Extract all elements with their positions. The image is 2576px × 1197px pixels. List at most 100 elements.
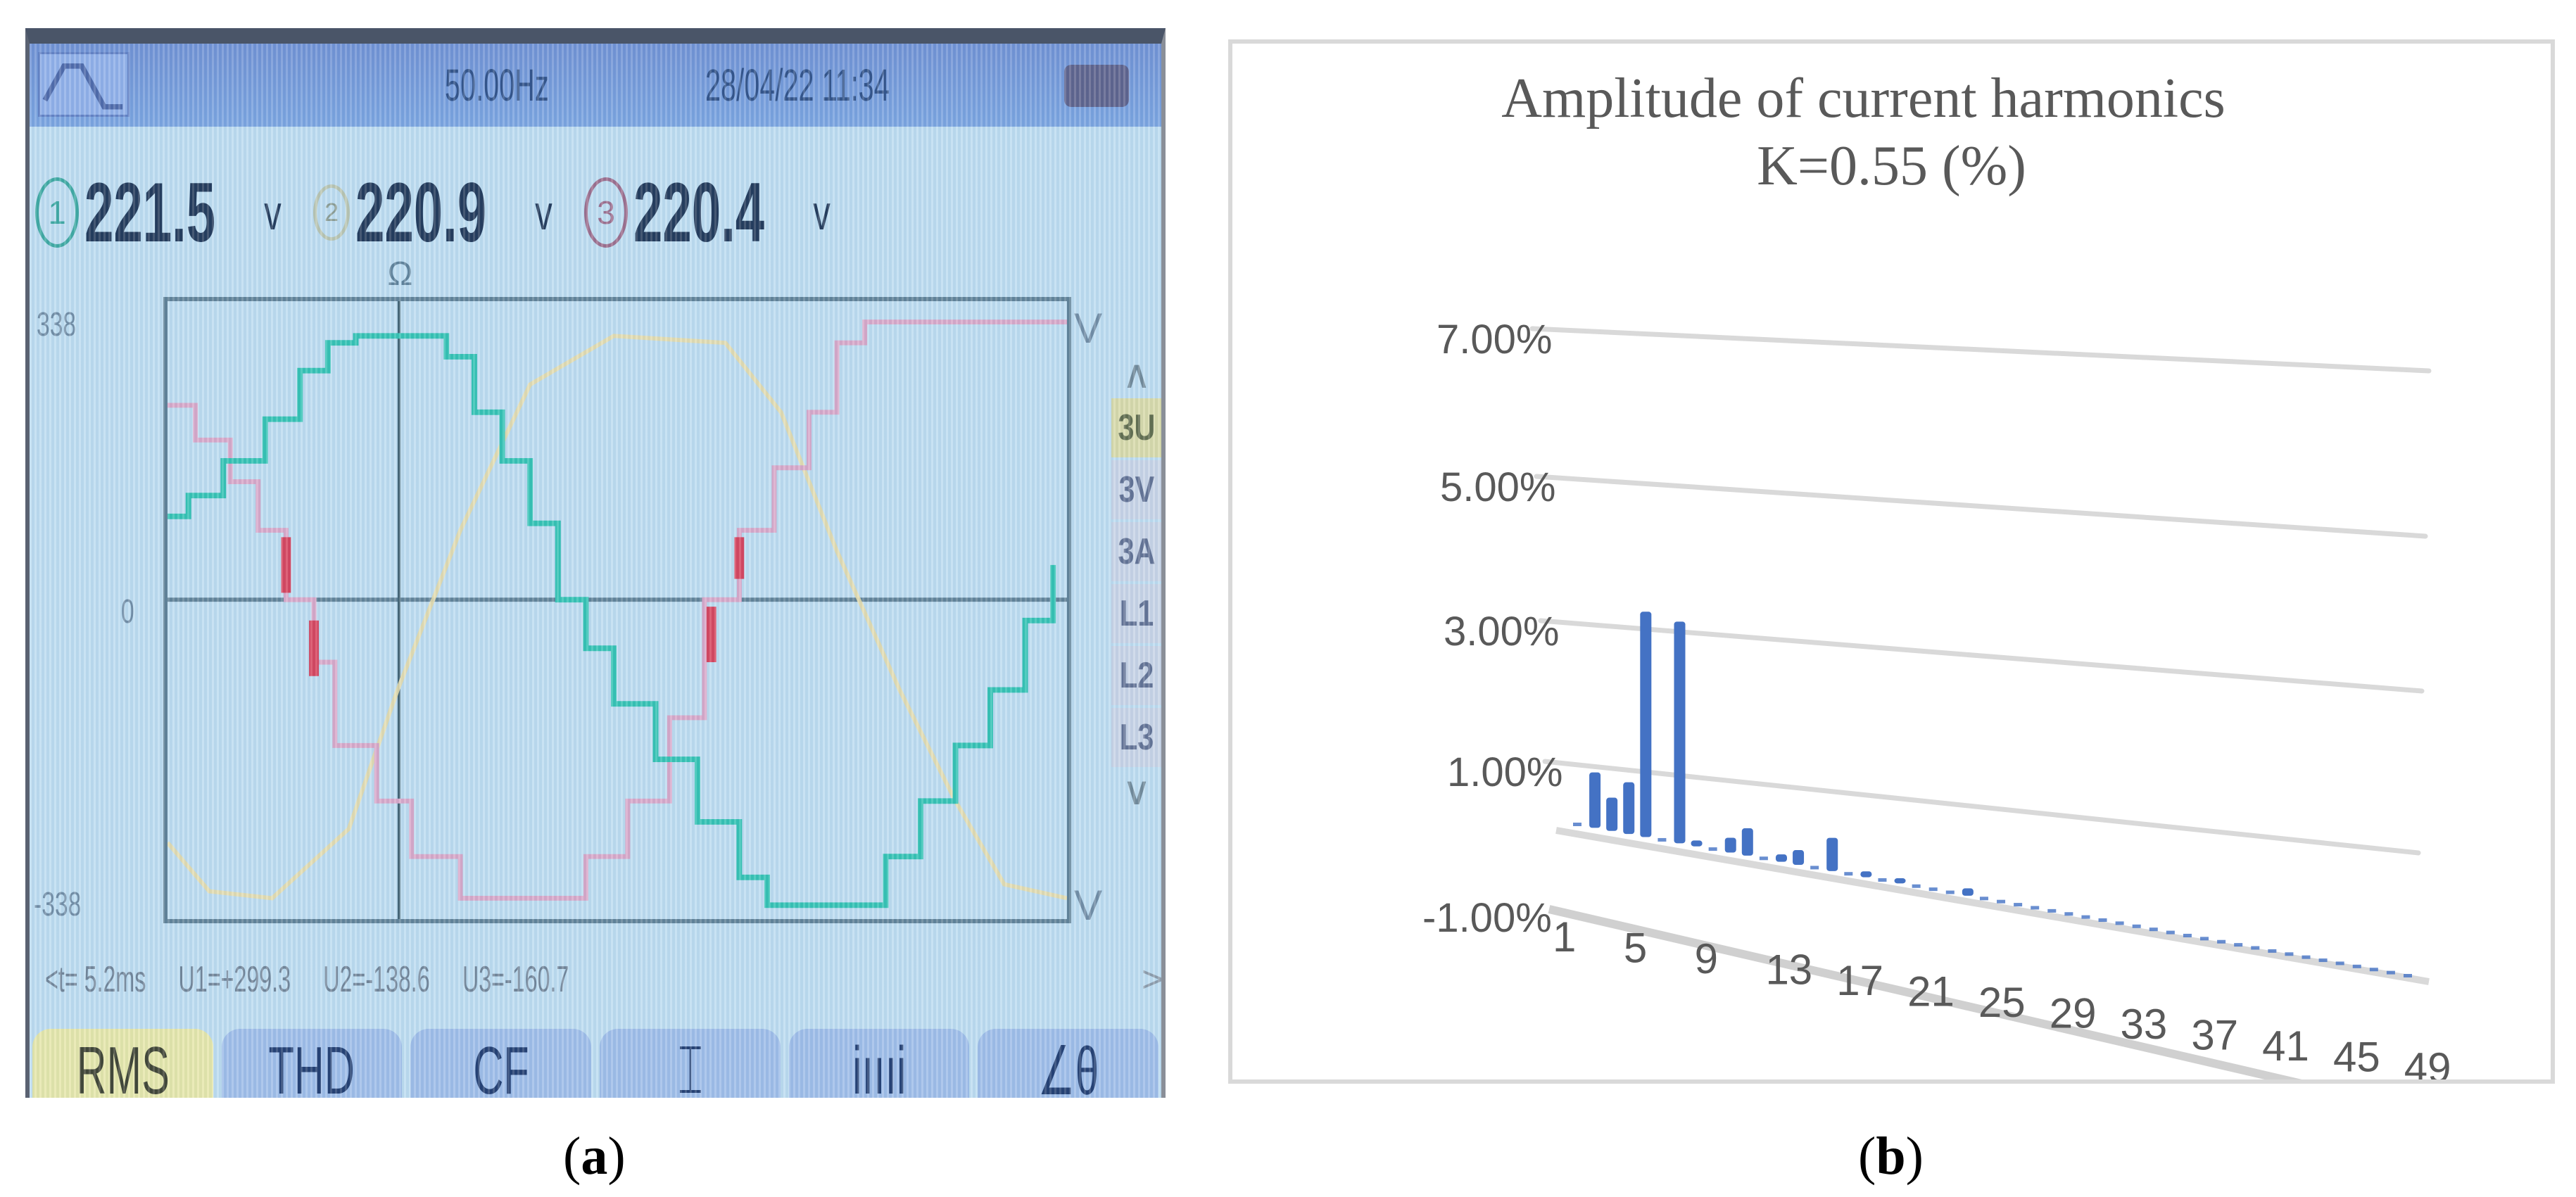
x-tick-label: 41 [2262, 1022, 2309, 1070]
waveform-icon[interactable] [38, 52, 130, 117]
softkey-cf[interactable]: CF [410, 1029, 592, 1098]
harmonic-bar-zero [1997, 899, 2006, 904]
harmonic-bar [1793, 850, 1805, 866]
harmonic-bar [1606, 797, 1618, 831]
x-tick-label: 13 [1765, 946, 1812, 994]
harmonic-bar-zero [1810, 866, 1819, 870]
phase-2-reading: 2 220.9 v [313, 164, 556, 261]
harmonic-bar [1691, 840, 1703, 847]
selector-down-arrow-icon[interactable]: ∨ [1122, 768, 1151, 813]
selector-item-3a[interactable]: 3A [1111, 522, 1161, 581]
harmonic-bar-zero [2115, 921, 2124, 925]
y-tick-label: 1.00% [1447, 749, 1562, 795]
cursor-time: <t= 5.2ms [45, 959, 146, 1000]
chart-title-line1: Amplitude of current harmonics [1501, 68, 2225, 129]
harmonic-bar [1775, 854, 1787, 862]
harmonic-bar-zero [2302, 955, 2311, 959]
gridline [1542, 759, 2421, 856]
harmonic-bar-zero [2014, 903, 2023, 907]
harmonic-bar [1674, 621, 1686, 844]
unit-top-label: V [1074, 305, 1103, 352]
x-tick-label: 25 [1978, 979, 2026, 1026]
selector-item-3u[interactable]: 3U [1111, 398, 1161, 457]
phase-1-badge: 1 [35, 177, 79, 248]
phase-3-voltage: 220.4 [633, 165, 765, 260]
selector-item-l2[interactable]: L2 [1111, 646, 1161, 705]
channel-selector: ∧ 3U 3V 3A L1 L2 L3 ∨ [1105, 352, 1161, 813]
harmonic-bar [1826, 837, 1838, 871]
harmonics-chart: Amplitude of current harmonics K=0.55 (%… [1228, 39, 2555, 1084]
harmonic-bar-zero [2285, 952, 2294, 956]
chart-title-line2: K=0.55 (%) [1757, 135, 2026, 197]
harmonic-bar-zero [2404, 974, 2412, 977]
softkey-rms[interactable]: RMS [32, 1029, 213, 1098]
selector-item-l1[interactable]: L1 [1111, 584, 1161, 643]
phase-3-badge: 3 [584, 177, 628, 248]
power-analyzer-screen: 50.00Hz 28/04/22 11:34 1 221.5 v 2 220.9… [25, 28, 1166, 1098]
scale-icon: ⌶ [677, 1032, 703, 1098]
harmonic-bar-zero [2031, 906, 2040, 910]
caption-a: (a) [563, 1126, 626, 1187]
harmonic-bar-zero [1759, 856, 1768, 861]
y-tick-label: 5.00% [1440, 464, 1555, 510]
harmonic-bar-zero [2234, 943, 2243, 947]
y-max-label: 338 [37, 306, 77, 343]
softkey-rms-label: RMS [76, 1033, 170, 1098]
harmonic-bar-zero [2047, 908, 2057, 913]
phase-2-unit: v [535, 185, 553, 240]
x-tick-label: 1 [1553, 913, 1576, 961]
softkey-thd-label: THD [268, 1033, 355, 1098]
cursor-marker-label: Ω [387, 255, 413, 293]
x-tick-label: 29 [2050, 990, 2097, 1037]
harmonic-bar [1741, 828, 1753, 856]
phase-1-unit: v [264, 185, 282, 240]
harmonic-bar-zero [2318, 958, 2328, 963]
battery-icon [1064, 65, 1129, 107]
harmonic-bar-zero [2386, 970, 2395, 975]
harmonic-bar [1894, 878, 1906, 884]
harmonic-bar-zero [2352, 964, 2361, 968]
gridline [1529, 326, 2432, 374]
x-tick-label: 21 [1907, 968, 1955, 1015]
softkey-cf-label: CF [473, 1033, 529, 1098]
harmonic-bar [1589, 772, 1601, 828]
harmonic-bar-zero [2064, 912, 2073, 916]
softkey-harmonics[interactable]: iıııi [788, 1029, 970, 1098]
x-tick-label: 17 [1836, 957, 1883, 1004]
harmonic-bar-zero [1708, 847, 1717, 851]
softkey-thd[interactable]: THD [221, 1029, 403, 1098]
harmonic-bar-zero [2166, 930, 2175, 935]
cursor-u1: U1=+299.3 [178, 959, 291, 1000]
phase-1-voltage: 221.5 [84, 165, 216, 260]
caption-b: (b) [1858, 1126, 1924, 1187]
phase-angle-icon: ∠θ [1037, 1034, 1099, 1098]
harmonic-bar-zero [2251, 946, 2260, 950]
phase-1-reading: 1 221.5 v [35, 164, 285, 261]
cursor-next-arrow-icon[interactable]: > [1142, 959, 1163, 1000]
x-tick-label: 5 [1624, 925, 1647, 972]
frequency-value: 50.00Hz [445, 60, 549, 110]
cursor-u2: U2=-138.6 [323, 959, 430, 1000]
y-min-label: -338 [34, 886, 82, 923]
caption-a-open: ( [563, 1127, 581, 1186]
harmonic-bar-zero [1928, 887, 1938, 892]
cursor-u3: U3=-160.7 [462, 959, 569, 1000]
phase-3-unit: v [813, 185, 831, 240]
selector-item-l3[interactable]: L3 [1111, 708, 1161, 767]
selector-item-3v[interactable]: 3V [1111, 460, 1161, 519]
caption-b-open: ( [1858, 1127, 1876, 1186]
softkey-scale[interactable]: ⌶ [600, 1029, 781, 1098]
selector-up-arrow-icon[interactable]: ∧ [1122, 352, 1151, 396]
phase-3-reading: 3 220.4 v [584, 164, 834, 261]
x-axis-band [1548, 905, 2302, 1079]
x-tick-label: 9 [1695, 935, 1718, 982]
y-tick-label: 3.00% [1444, 609, 1559, 654]
waveform-plot[interactable] [163, 297, 1071, 923]
y-tick-label: 7.00% [1437, 317, 1552, 362]
harmonic-bar-zero [1979, 897, 1988, 901]
softkey-phase[interactable]: ∠θ [978, 1029, 1159, 1098]
harmonic-bars-icon: iıııi [852, 1033, 907, 1098]
harmonic-bar [1623, 782, 1635, 835]
harmonic-bar-zero [1912, 884, 1921, 888]
harmonic-bar-zero [2335, 961, 2344, 965]
